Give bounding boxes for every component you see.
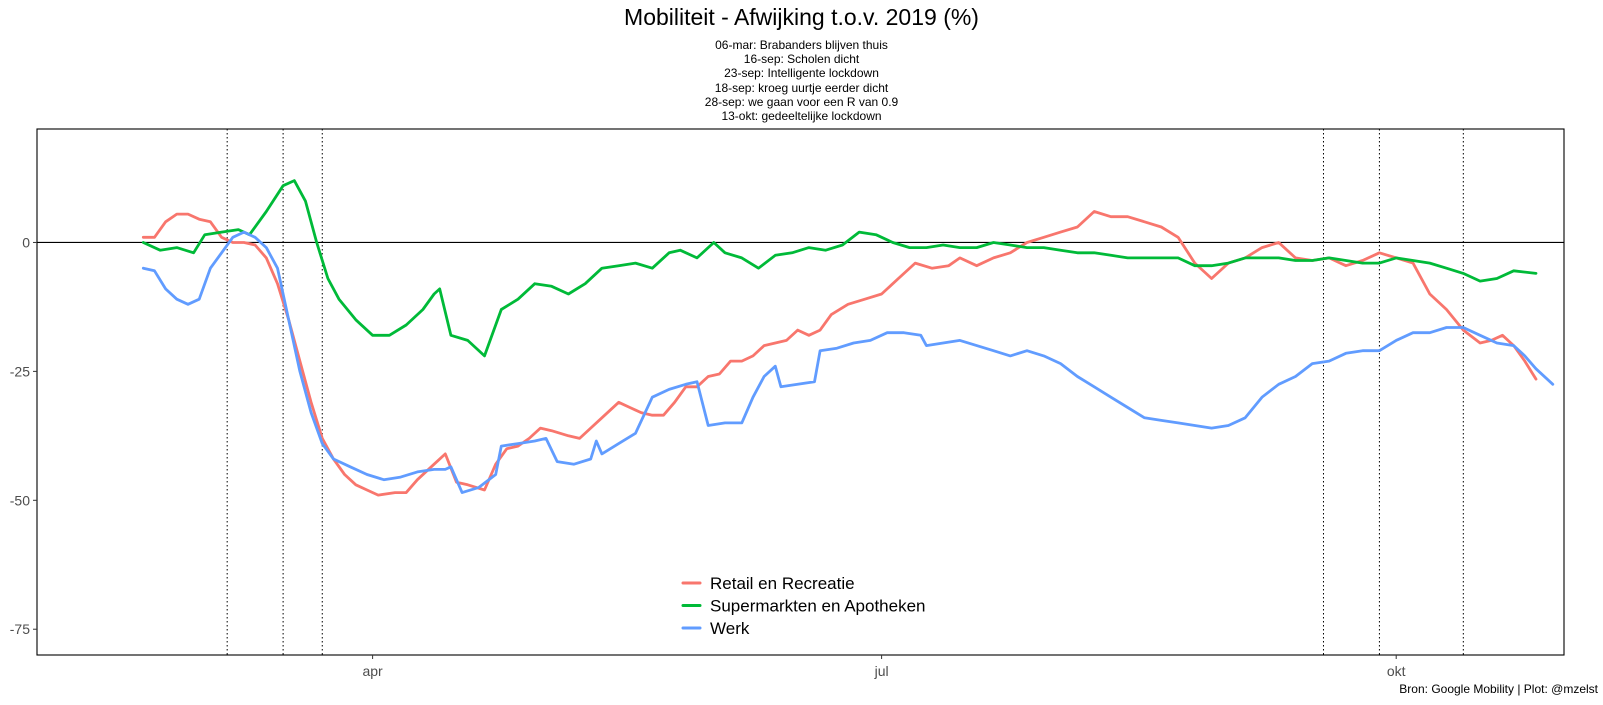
legend: Retail en Recreatie Supermarkten en Apoth…: [681, 574, 925, 638]
x-tick-label: apr: [362, 663, 383, 679]
legend-label: Werk: [710, 619, 750, 638]
y-tick-label: -75: [10, 621, 30, 637]
subtitle-line: 16-sep: Scholen dicht: [743, 52, 860, 67]
chart-subtitle: 06-mar: Brabanders blijven thuis 16-sep:…: [0, 38, 1603, 123]
x-axis: apr jul okt: [362, 655, 1406, 679]
subtitle-line: 18-sep: kroeg uurtje eerder dicht: [714, 80, 889, 95]
y-tick-label: -25: [10, 363, 30, 379]
series-line: [141, 230, 1555, 494]
y-tick-label: 0: [22, 234, 30, 250]
x-tick-label: jul: [874, 663, 889, 679]
plot-panel-border: [36, 128, 1565, 656]
y-tick-label: -50: [10, 492, 30, 508]
series-line: [141, 179, 1538, 358]
series-line: [141, 210, 1538, 497]
subtitle-line: 28-sep: we gaan voor een R van 0.9: [704, 94, 899, 109]
legend-label: Supermarkten en Apotheken: [710, 597, 925, 616]
subtitle-line: 23-sep: Intelligente lockdown: [724, 66, 879, 81]
y-axis: 0 -25 -50 -75: [10, 234, 37, 637]
chart-caption: Bron: Google Mobility | Plot: @mzelst: [1399, 682, 1598, 696]
x-tick-label: okt: [1387, 663, 1406, 679]
chart-title: Mobiliteit - Afwijking t.o.v. 2019 (%): [624, 4, 979, 30]
legend-label: Retail en Recreatie: [710, 574, 855, 593]
subtitle-line: 06-mar: Brabanders blijven thuis: [715, 38, 888, 52]
series-lines: [141, 179, 1555, 497]
subtitle-line: 13-okt: gedeeltelijke lockdown: [721, 109, 882, 124]
